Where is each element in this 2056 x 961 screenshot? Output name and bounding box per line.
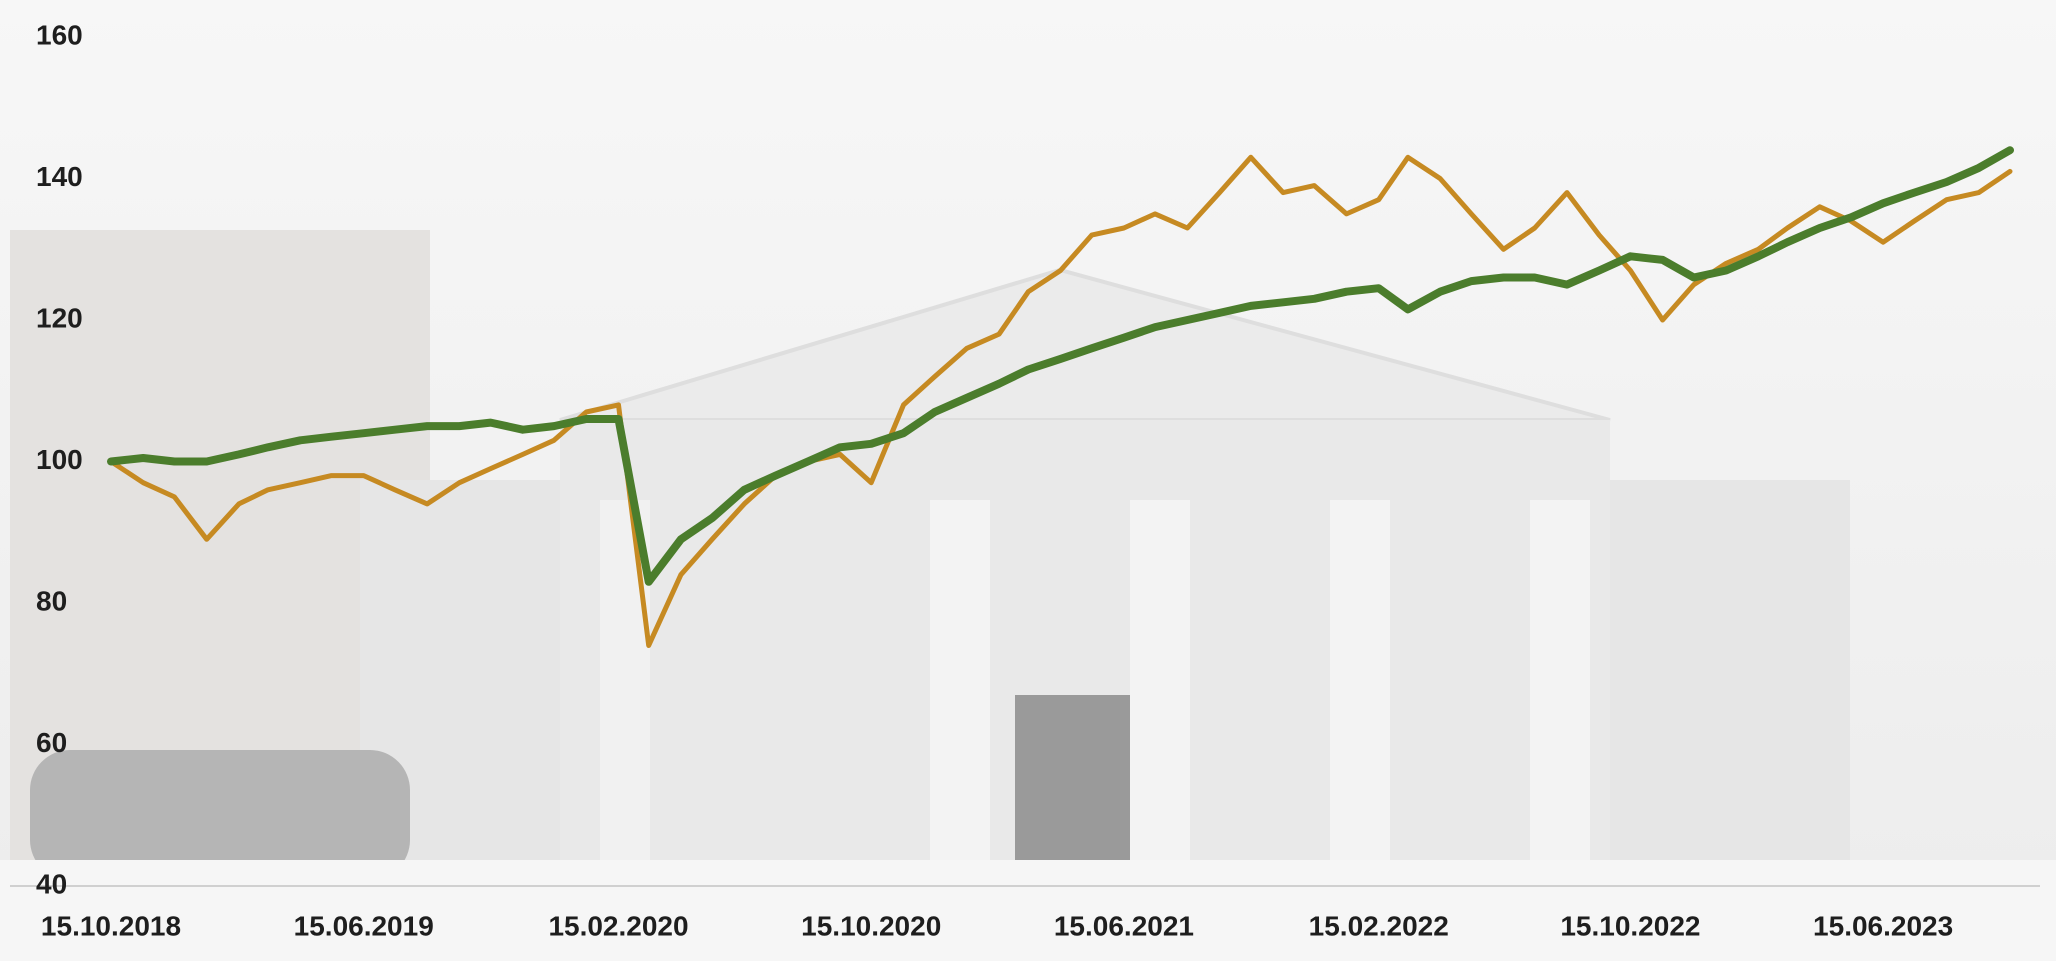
y-tick-label: 80 [36, 585, 67, 616]
x-tick-label: 15.02.2020 [548, 910, 688, 941]
y-tick-label: 160 [36, 19, 83, 50]
y-tick-label: 60 [36, 727, 67, 758]
y-tick-label: 40 [36, 868, 67, 899]
x-tick-label: 15.10.2018 [41, 910, 181, 941]
x-tick-label: 15.10.2020 [801, 910, 941, 941]
chart: 40 60 80 100 120 140 160 15.10.2018 15.06.2019 15… [0, 0, 2056, 961]
x-tick-label: 15.06.2023 [1813, 910, 1953, 941]
y-tick-label: 120 [36, 302, 83, 333]
x-tick-label: 15.06.2021 [1054, 910, 1194, 941]
x-tick-label: 15.02.2022 [1309, 910, 1449, 941]
x-tick-label: 15.06.2019 [294, 910, 434, 941]
x-tick-label: 15.10.2022 [1560, 910, 1700, 941]
y-tick-label: 100 [36, 444, 83, 475]
y-tick-label: 140 [36, 161, 83, 192]
